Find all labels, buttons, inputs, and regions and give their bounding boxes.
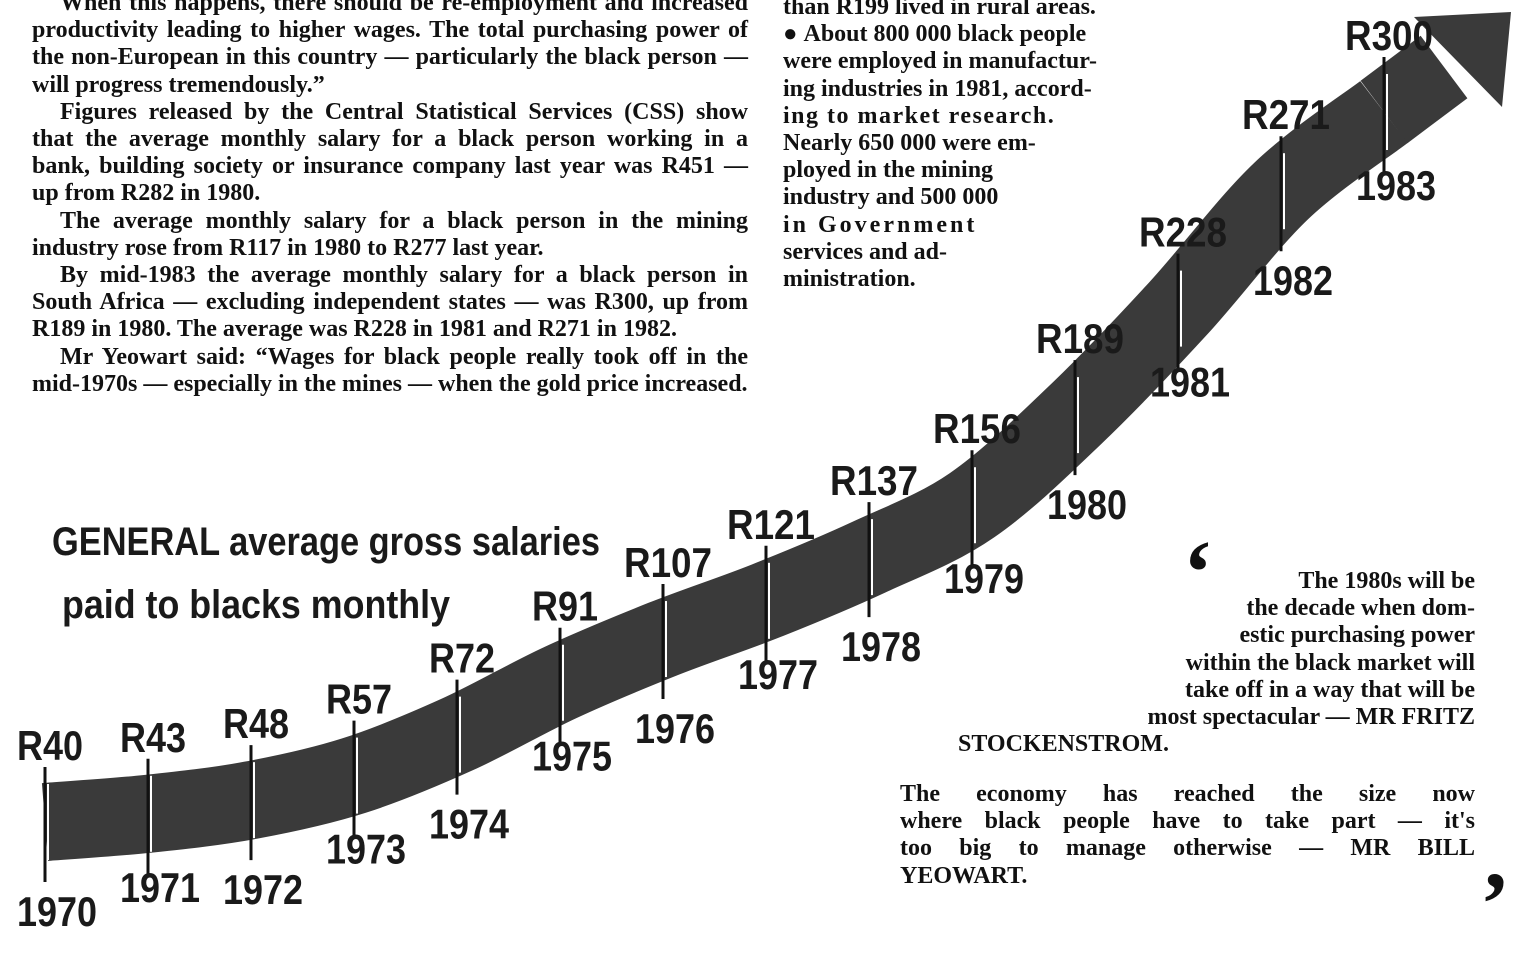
- value-label: R43: [120, 714, 186, 761]
- page: When this happens, there should be re-em…: [0, 0, 1515, 935]
- arrow-shaft: [1384, 67, 1444, 112]
- value-label: R48: [223, 700, 289, 747]
- value-label: R121: [727, 501, 815, 548]
- year-label: 1978: [841, 623, 921, 670]
- value-label: R91: [532, 583, 598, 630]
- year-label: 1970: [17, 888, 97, 935]
- year-label: 1976: [635, 705, 715, 752]
- value-label: R72: [429, 635, 495, 682]
- chart-title: paid to blacks monthly: [62, 583, 451, 627]
- year-label: 1983: [1356, 162, 1436, 209]
- chart: GENERAL average gross salaries paid to bl…: [0, 0, 1515, 935]
- value-label: R189: [1036, 315, 1124, 362]
- year-label: 1975: [532, 733, 612, 780]
- year-label: 1974: [429, 801, 510, 848]
- year-label: 1979: [944, 555, 1024, 602]
- value-label: R137: [830, 457, 918, 504]
- value-label: R57: [326, 676, 392, 723]
- year-label: 1977: [738, 651, 818, 698]
- year-label: 1980: [1047, 481, 1127, 528]
- value-label: R107: [624, 539, 712, 586]
- value-label: R300: [1345, 12, 1433, 59]
- value-label: R271: [1242, 91, 1330, 138]
- chart-title: GENERAL average gross salaries: [52, 520, 600, 564]
- year-label: 1982: [1253, 257, 1333, 304]
- value-label: R40: [17, 722, 83, 769]
- year-label: 1981: [1150, 359, 1230, 406]
- year-label: 1973: [326, 826, 406, 873]
- value-label: R156: [933, 405, 1021, 452]
- year-label: 1971: [120, 864, 200, 911]
- value-label: R228: [1139, 209, 1227, 256]
- year-label: 1972: [223, 866, 303, 913]
